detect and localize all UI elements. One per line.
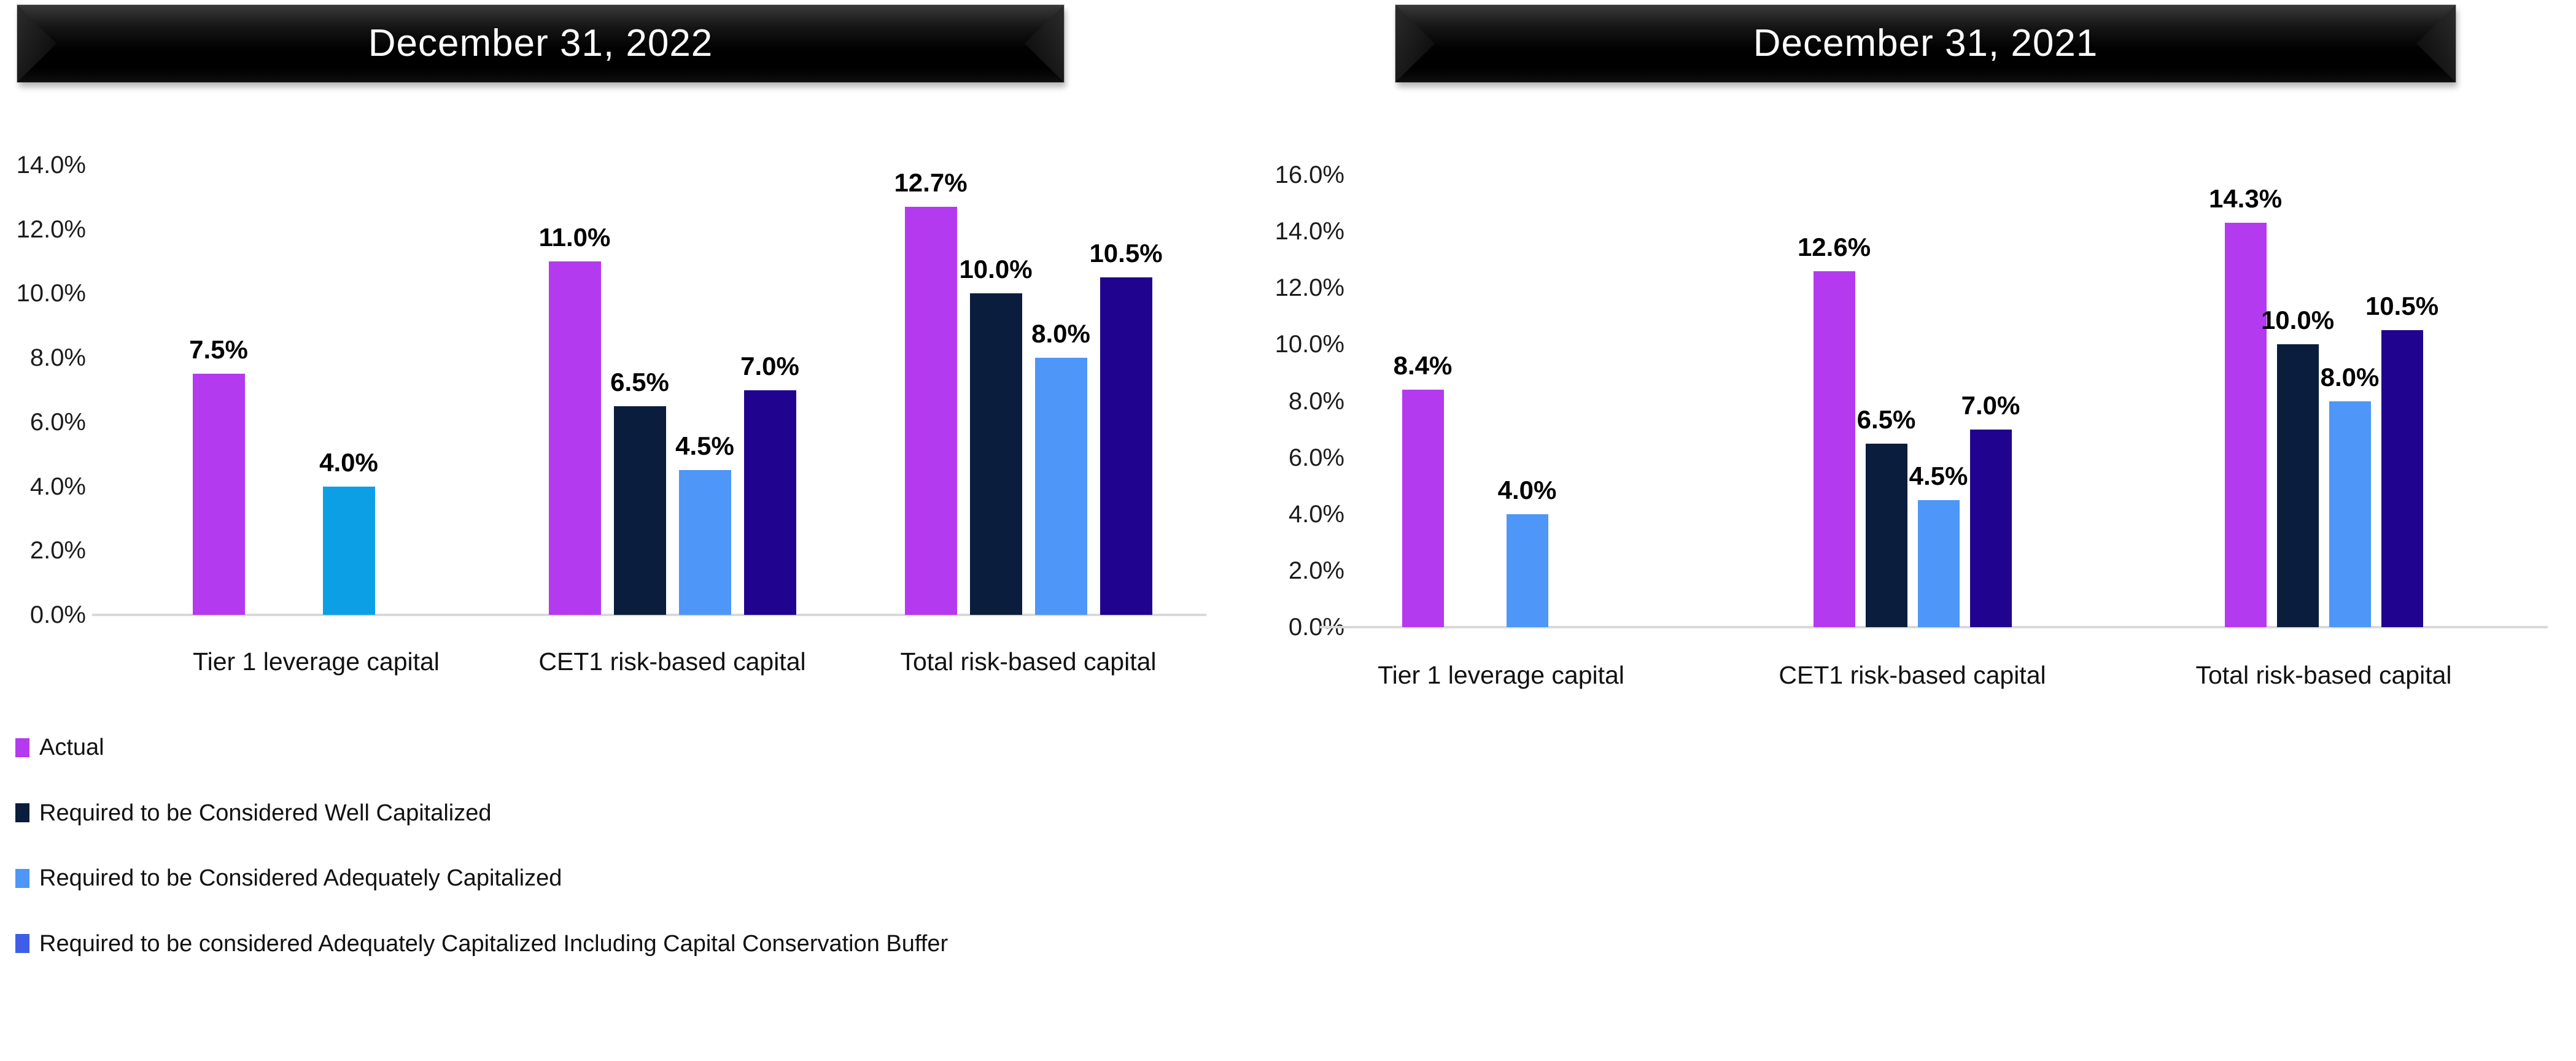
bar-value-label: 12.6% xyxy=(1797,232,1871,261)
x-axis-line xyxy=(1320,626,2548,628)
bar xyxy=(743,390,796,615)
y-axis-tick-label: 8.0% xyxy=(1288,387,1344,415)
bar xyxy=(1865,443,1907,627)
bar-value-label: 4.5% xyxy=(1909,461,1968,490)
bar-value-label: 12.7% xyxy=(894,168,968,198)
bar-value-label: 7.0% xyxy=(740,351,799,380)
bar-value-label: 8.0% xyxy=(2320,362,2380,392)
bar-value-label: 8.0% xyxy=(1031,319,1090,349)
bar-value-label: 4.5% xyxy=(675,431,734,461)
y-axis-tick-label: 16.0% xyxy=(1274,161,1344,188)
legend-label: Actual xyxy=(39,735,104,760)
y-axis-tick-label: 8.0% xyxy=(29,344,86,372)
bar-value-label: 11.0% xyxy=(538,223,611,252)
legend-swatch xyxy=(15,868,29,888)
y-axis-tick-label: 4.0% xyxy=(1288,500,1344,528)
chart-title-2021: December 31, 2021 xyxy=(1753,22,2098,64)
category-label: Total risk-based capital xyxy=(900,647,1157,676)
bar-value-label: 14.3% xyxy=(2208,184,2283,214)
bar xyxy=(192,374,245,615)
bar xyxy=(1100,277,1152,615)
legend-item: Required to be considered Adequately Cap… xyxy=(15,930,948,957)
category-label: Total risk-based capital xyxy=(2195,661,2452,689)
bar xyxy=(2224,223,2267,627)
bar-value-label: 6.5% xyxy=(610,367,669,396)
category-label: CET1 risk-based capital xyxy=(538,647,806,676)
bar-value-label: 4.0% xyxy=(319,447,378,477)
y-axis-tick-label: 4.0% xyxy=(29,473,86,500)
y-axis-tick-label: 10.0% xyxy=(1274,331,1344,358)
y-axis-tick-label: 14.0% xyxy=(16,152,86,179)
x-axis-line xyxy=(92,614,1206,616)
bar xyxy=(1813,271,1855,627)
chart-title-2022: December 31, 2022 xyxy=(368,22,713,64)
bar xyxy=(613,406,666,615)
y-axis-tick-label: 2.0% xyxy=(1288,557,1344,584)
legend-item: Required to be Considered Adequately Cap… xyxy=(15,865,562,892)
bar xyxy=(1034,358,1087,615)
legend-swatch xyxy=(15,738,29,757)
chart-title-banner-2021: December 31, 2021 xyxy=(1395,5,2456,82)
y-axis-tick-label: 10.0% xyxy=(16,280,86,307)
y-axis-tick-label: 14.0% xyxy=(1274,218,1344,245)
bar xyxy=(904,207,957,615)
bar xyxy=(2329,401,2371,627)
bar xyxy=(1917,500,1960,627)
y-axis-tick-label: 12.0% xyxy=(1274,274,1344,302)
bar-value-label: 6.5% xyxy=(1856,404,1916,434)
category-label: CET1 risk-based capital xyxy=(1779,661,2046,689)
bar xyxy=(1969,429,2012,627)
bar-value-label: 8.4% xyxy=(1393,351,1453,380)
category-label: Tier 1 leverage capital xyxy=(193,647,440,676)
bar-value-label: 10.5% xyxy=(2365,291,2439,321)
y-axis-tick-label: 2.0% xyxy=(29,537,86,565)
legend-item: Required to be Considered Well Capitaliz… xyxy=(15,800,492,827)
bar-value-label: 4.0% xyxy=(1497,475,1557,504)
bar xyxy=(2381,330,2423,627)
bar xyxy=(1402,390,1444,627)
bar xyxy=(1506,514,1548,627)
bar xyxy=(322,486,375,615)
y-axis-tick-label: 6.0% xyxy=(1288,444,1344,471)
bar-value-label: 10.0% xyxy=(2260,306,2335,335)
bar-value-label: 7.0% xyxy=(1961,390,2020,420)
legend-label: Required to be Considered Well Capitaliz… xyxy=(39,800,492,826)
bar xyxy=(969,293,1022,615)
bar-value-label: 10.0% xyxy=(959,255,1033,284)
bar xyxy=(678,470,731,615)
y-axis-tick-label: 0.0% xyxy=(29,601,86,628)
bar-value-label: 10.5% xyxy=(1089,239,1163,268)
category-label: Tier 1 leverage capital xyxy=(1378,661,1624,689)
legend-swatch xyxy=(15,803,29,822)
y-axis-tick-label: 6.0% xyxy=(29,408,86,436)
legend-item: Actual xyxy=(15,734,104,761)
bar xyxy=(548,261,601,615)
chart-title-banner-2022: December 31, 2022 xyxy=(17,5,1064,82)
legend-swatch xyxy=(15,934,29,953)
bar-value-label: 7.5% xyxy=(189,335,248,365)
legend-label: Required to be considered Adequately Cap… xyxy=(39,930,949,957)
legend-label: Required to be Considered Adequately Cap… xyxy=(39,865,562,891)
bar xyxy=(2276,344,2319,627)
y-axis-tick-label: 12.0% xyxy=(16,215,86,243)
